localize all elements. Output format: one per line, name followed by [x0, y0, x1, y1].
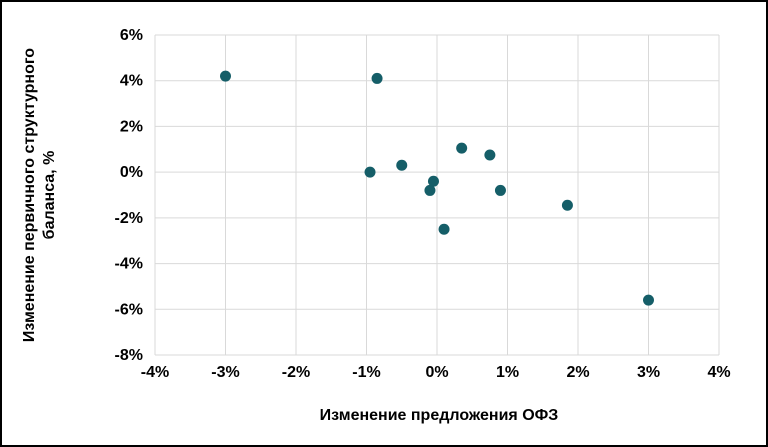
data-point [220, 70, 231, 82]
x-tick-label: 1% [496, 364, 519, 381]
x-tick-label: 4% [707, 364, 730, 381]
x-tick-label: -3% [211, 364, 239, 381]
x-tick-label: 2% [566, 364, 589, 381]
y-tick-label: -6% [115, 301, 143, 318]
x-tick-label: 3% [637, 364, 660, 381]
y-tick-label: -4% [115, 256, 143, 273]
data-point [456, 142, 468, 154]
data-point [424, 184, 436, 196]
y-tick-label: 4% [120, 73, 143, 90]
data-point [364, 166, 376, 178]
data-point [484, 149, 496, 161]
data-point [494, 184, 506, 196]
y-tick-label: 0% [120, 164, 143, 181]
y-tick-label: 6% [120, 27, 143, 44]
data-point [396, 159, 408, 171]
data-point [371, 72, 383, 84]
data-point [561, 199, 573, 211]
data-point [643, 294, 654, 306]
data-point [438, 223, 450, 235]
data-point [427, 175, 439, 187]
x-tick-label: -2% [282, 364, 310, 381]
y-tick-label: -2% [115, 210, 143, 227]
x-tick-label: -1% [352, 364, 380, 381]
x-axis-title: Изменение предложения ОФЗ [319, 407, 559, 424]
x-tick-label: 0% [425, 364, 448, 381]
y-tick-label: 2% [120, 118, 143, 135]
y-axis-title: Изменение первичного структурного баланс… [21, 47, 58, 343]
y-tick-label: -8% [115, 347, 143, 364]
x-tick-label: -4% [141, 364, 169, 381]
